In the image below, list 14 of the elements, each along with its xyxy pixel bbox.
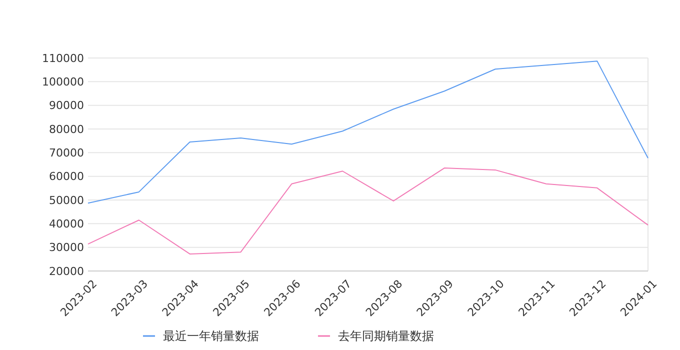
y-tick-label: 90000: [49, 99, 84, 112]
legend-label: 最近一年销量数据: [163, 329, 259, 344]
y-tick-label: 110000: [42, 52, 84, 65]
line-series: [88, 168, 648, 254]
y-tick-label: 80000: [49, 122, 84, 136]
y-tick-label: 30000: [49, 241, 84, 254]
y-tick-label: 40000: [49, 218, 84, 231]
y-tick-label: 100000: [42, 76, 84, 89]
y-tick-label: 60000: [49, 170, 84, 184]
line-series: [88, 60, 648, 204]
y-tick-label: 70000: [49, 146, 84, 160]
y-tick-label: 50000: [49, 194, 84, 207]
legend-label: 去年同期销量数据: [338, 329, 434, 344]
y-tick-label: 20000: [49, 264, 84, 278]
